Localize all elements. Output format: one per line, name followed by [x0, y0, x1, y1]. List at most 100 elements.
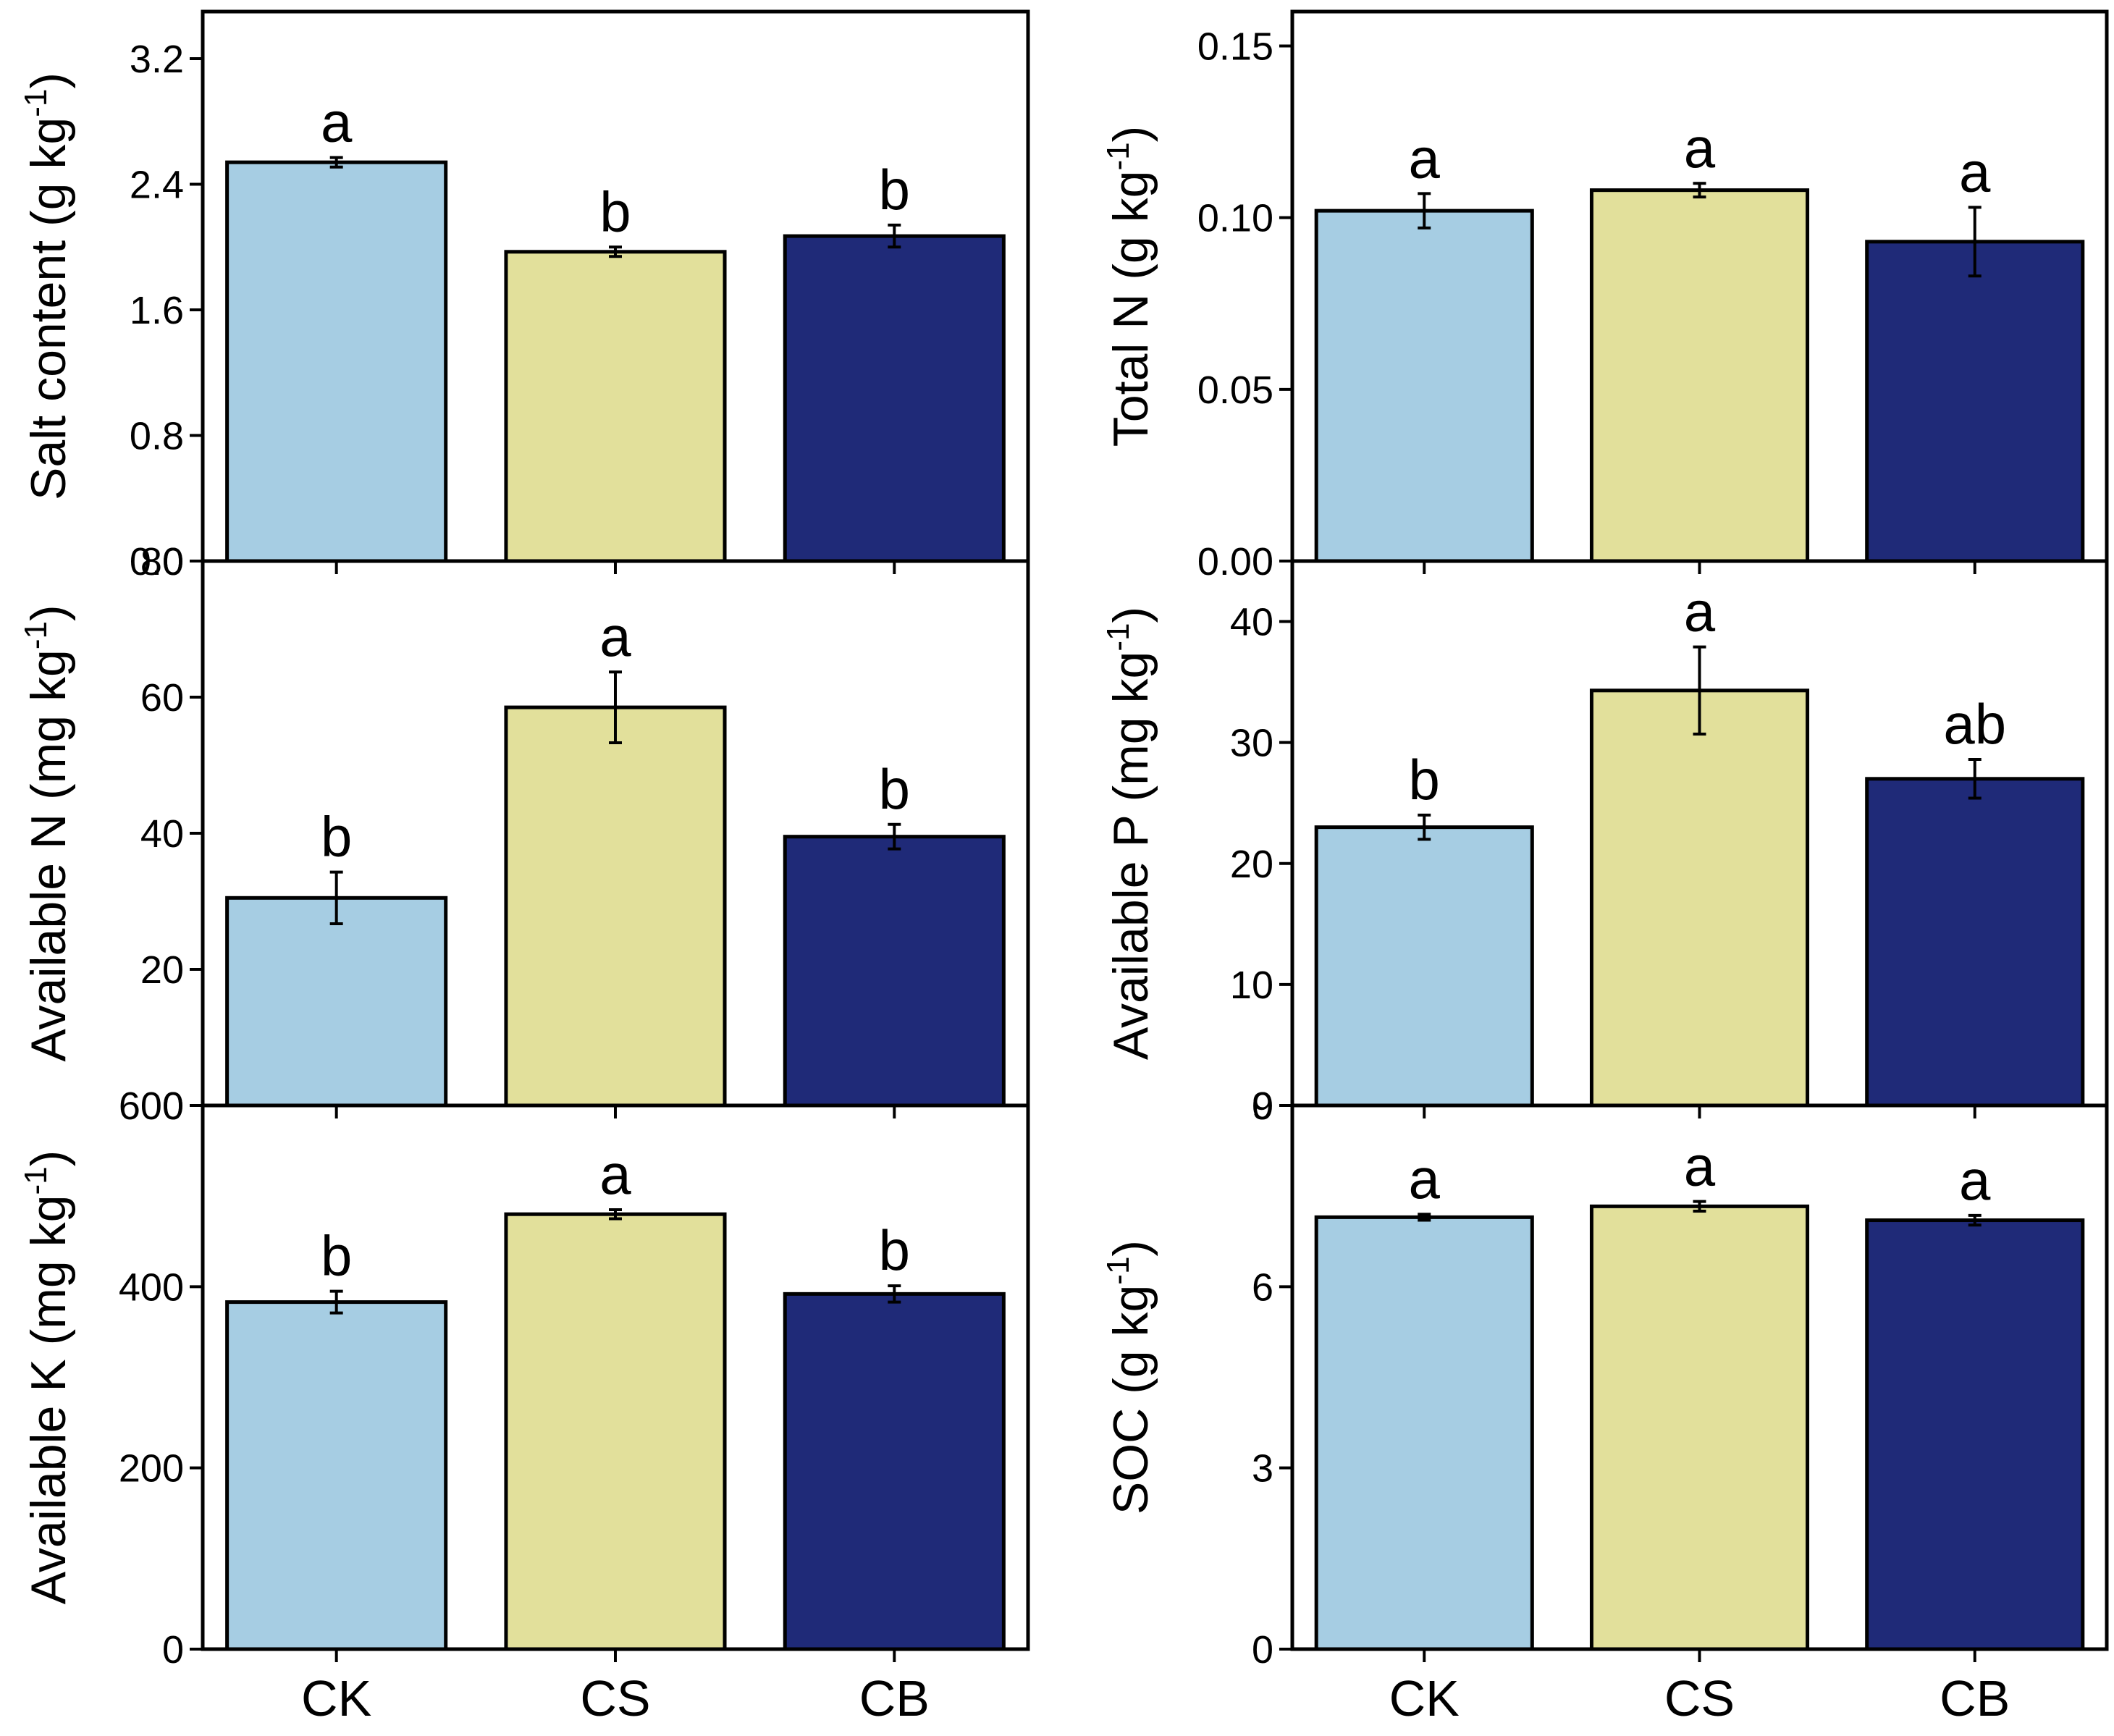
- panel-availk: b a b 0 200 400 600 CK CS CB Available K (mg kg-1): [18, 1084, 1030, 1727]
- totaln-significance-cb: a: [1959, 140, 1991, 203]
- availp-bar-cs: [1589, 688, 1810, 1108]
- salt-bar-cb: [783, 234, 1006, 563]
- ylabel-main: Total N (g kg: [1103, 171, 1158, 447]
- availn-errorbar-cb: [888, 822, 901, 851]
- availp-ytick-label: 40: [1230, 601, 1273, 644]
- panel-availn: b a b 0 20 40 60 80 Available N (mg kg-1): [18, 540, 1030, 1128]
- salt-significance-cs: b: [599, 180, 631, 243]
- ylabel-main: SOC (g kg: [1103, 1285, 1158, 1514]
- salt-ylabel: Salt content (g kg-1): [18, 72, 76, 500]
- availk-ytick-label: 400: [119, 1265, 184, 1309]
- ylabel-main: Available P (mg kg: [1103, 652, 1158, 1060]
- availk-xtick-label-ck: CK: [301, 1670, 371, 1727]
- availn-ytick-label: 0: [162, 1084, 184, 1128]
- ylabel-superscript: -1: [18, 621, 54, 649]
- soc-bar-cs: [1589, 1204, 1810, 1651]
- soc-xtick-label-cs: CS: [1664, 1670, 1735, 1727]
- totaln-ytick-label: 0.00: [1197, 540, 1273, 583]
- availk-bar-cs: [504, 1212, 727, 1651]
- ylabel-superscript: -1: [18, 89, 54, 117]
- salt-ytick-label: 0.0: [130, 540, 184, 583]
- availk-xtick-label-cb: CB: [859, 1670, 930, 1727]
- availn-significance-cb: b: [879, 757, 910, 821]
- availp-ylabel: Available P (mg kg-1): [1100, 607, 1158, 1060]
- totaln-errorbar-ck: [1418, 192, 1431, 229]
- availk-errorbar-ck: [329, 1289, 343, 1315]
- availk-ytick-label: 200: [119, 1447, 184, 1491]
- soc-errorbar-cs: [1693, 1200, 1706, 1213]
- totaln-errorbar-cs: [1693, 182, 1706, 199]
- panel-salt: a b b 0.0 0.8 1.6 2.4 3.2 Salt content (g kg-1): [18, 9, 1030, 583]
- soc-bar-ck: [1314, 1215, 1534, 1651]
- availn-errorbar-ck: [329, 870, 343, 926]
- soc-significance-ck: a: [1409, 1147, 1441, 1210]
- ylabel-main: Available K (mg kg: [21, 1195, 76, 1605]
- salt-ytick-label: 2.4: [130, 164, 184, 207]
- salt-significance-ck: a: [321, 90, 353, 154]
- availn-ytick-label: 60: [140, 676, 184, 720]
- soc-ytick-label: 0: [1252, 1628, 1273, 1672]
- availn-ytick-label: 80: [140, 540, 184, 583]
- salt-bar-ck: [225, 160, 448, 563]
- availk-xtick-label-cs: CS: [580, 1670, 650, 1727]
- availn-bar-cs: [504, 705, 727, 1108]
- ylabel-close: ): [21, 1150, 76, 1167]
- availk-ytick-label: 600: [119, 1084, 184, 1128]
- availp-errorbar-cs: [1693, 645, 1706, 736]
- availp-bar-cb: [1865, 777, 2085, 1108]
- salt-significance-cb: b: [879, 158, 910, 222]
- availp-significance-ck: b: [1409, 748, 1440, 812]
- soc-xtick-label-ck: CK: [1389, 1670, 1460, 1727]
- availk-errorbar-cs: [609, 1208, 622, 1221]
- soc-ytick-label: 9: [1252, 1084, 1273, 1128]
- salt-ytick-label: 3.2: [130, 38, 184, 81]
- salt-errorbar-cb: [888, 223, 901, 249]
- totaln-ytick-label: 0.15: [1197, 25, 1273, 68]
- availk-bar-cb: [783, 1292, 1006, 1651]
- totaln-significance-ck: a: [1409, 126, 1441, 190]
- soc-significance-cb: a: [1959, 1148, 1991, 1212]
- ylabel-close: ): [1103, 1240, 1158, 1257]
- ylabel-superscript: -1: [1100, 142, 1136, 170]
- availn-bar-ck: [225, 896, 448, 1108]
- ylabel-close: ): [1103, 607, 1158, 623]
- totaln-bar-ck: [1314, 208, 1534, 563]
- availn-significance-cs: a: [599, 604, 631, 668]
- totaln-ytick-label: 0.10: [1197, 197, 1273, 240]
- ylabel-close: ): [21, 604, 76, 621]
- ylabel-main: Available N (mg kg: [21, 649, 76, 1061]
- availp-significance-cs: a: [1684, 580, 1716, 644]
- panel-soc: a a a 0 3 6 9 CK CS CB SOC (g kg-1): [1100, 1084, 2109, 1727]
- soc-xtick-label-cb: CB: [1940, 1670, 2010, 1727]
- ylabel-close: ): [1103, 126, 1158, 143]
- totaln-significance-cs: a: [1684, 116, 1716, 180]
- availk-ylabel: Available K (mg kg-1): [18, 1150, 76, 1604]
- ylabel-main: Salt content (g kg: [21, 117, 76, 500]
- availp-ytick-label: 30: [1230, 722, 1273, 765]
- availn-ytick-label: 20: [140, 948, 184, 992]
- totaln-errorbar-cb: [1968, 206, 1982, 278]
- soc-ytick-label: 3: [1252, 1447, 1273, 1491]
- salt-bar-cs: [504, 250, 727, 563]
- availk-bar-ck: [225, 1300, 448, 1651]
- availp-ytick-label: 20: [1230, 843, 1273, 886]
- salt-errorbar-ck: [329, 156, 343, 169]
- panel-totaln: a a a 0.00 0.05 0.10 0.15 Total N (g kg-1): [1100, 9, 2109, 583]
- availp-significance-cb: ab: [1943, 692, 2006, 756]
- availp-bar-ck: [1314, 825, 1534, 1108]
- availk-significance-ck: b: [321, 1224, 352, 1288]
- panel-availp: b a ab 0 10 20 30 40 Available P (mg kg-1): [1100, 559, 2109, 1128]
- salt-ytick-label: 0.8: [130, 415, 184, 458]
- ylabel-superscript: -1: [1100, 1257, 1136, 1285]
- ylabel-superscript: -1: [18, 1166, 54, 1194]
- availp-ytick-label: 10: [1230, 964, 1273, 1007]
- availn-significance-ck: b: [321, 805, 352, 869]
- salt-errorbar-cs: [609, 245, 622, 258]
- availp-errorbar-cb: [1968, 758, 1982, 800]
- availn-errorbar-cs: [609, 670, 622, 744]
- availn-ytick-label: 40: [140, 812, 184, 856]
- availk-significance-cs: a: [599, 1142, 631, 1206]
- soc-significance-cs: a: [1684, 1134, 1716, 1198]
- availp-errorbar-ck: [1418, 813, 1431, 841]
